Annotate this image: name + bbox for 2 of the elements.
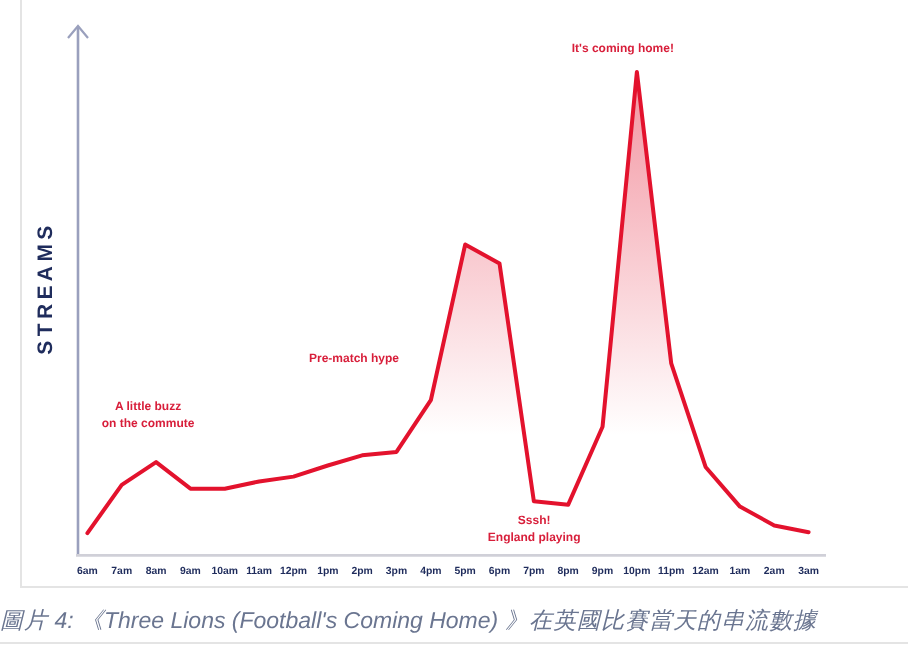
text: 圖片 4: 《Three Lions (Football's Coming Home) 》在英國比賽當天的串流數據 [0, 606, 821, 636]
y-axis-title: STREAMS [34, 221, 58, 355]
